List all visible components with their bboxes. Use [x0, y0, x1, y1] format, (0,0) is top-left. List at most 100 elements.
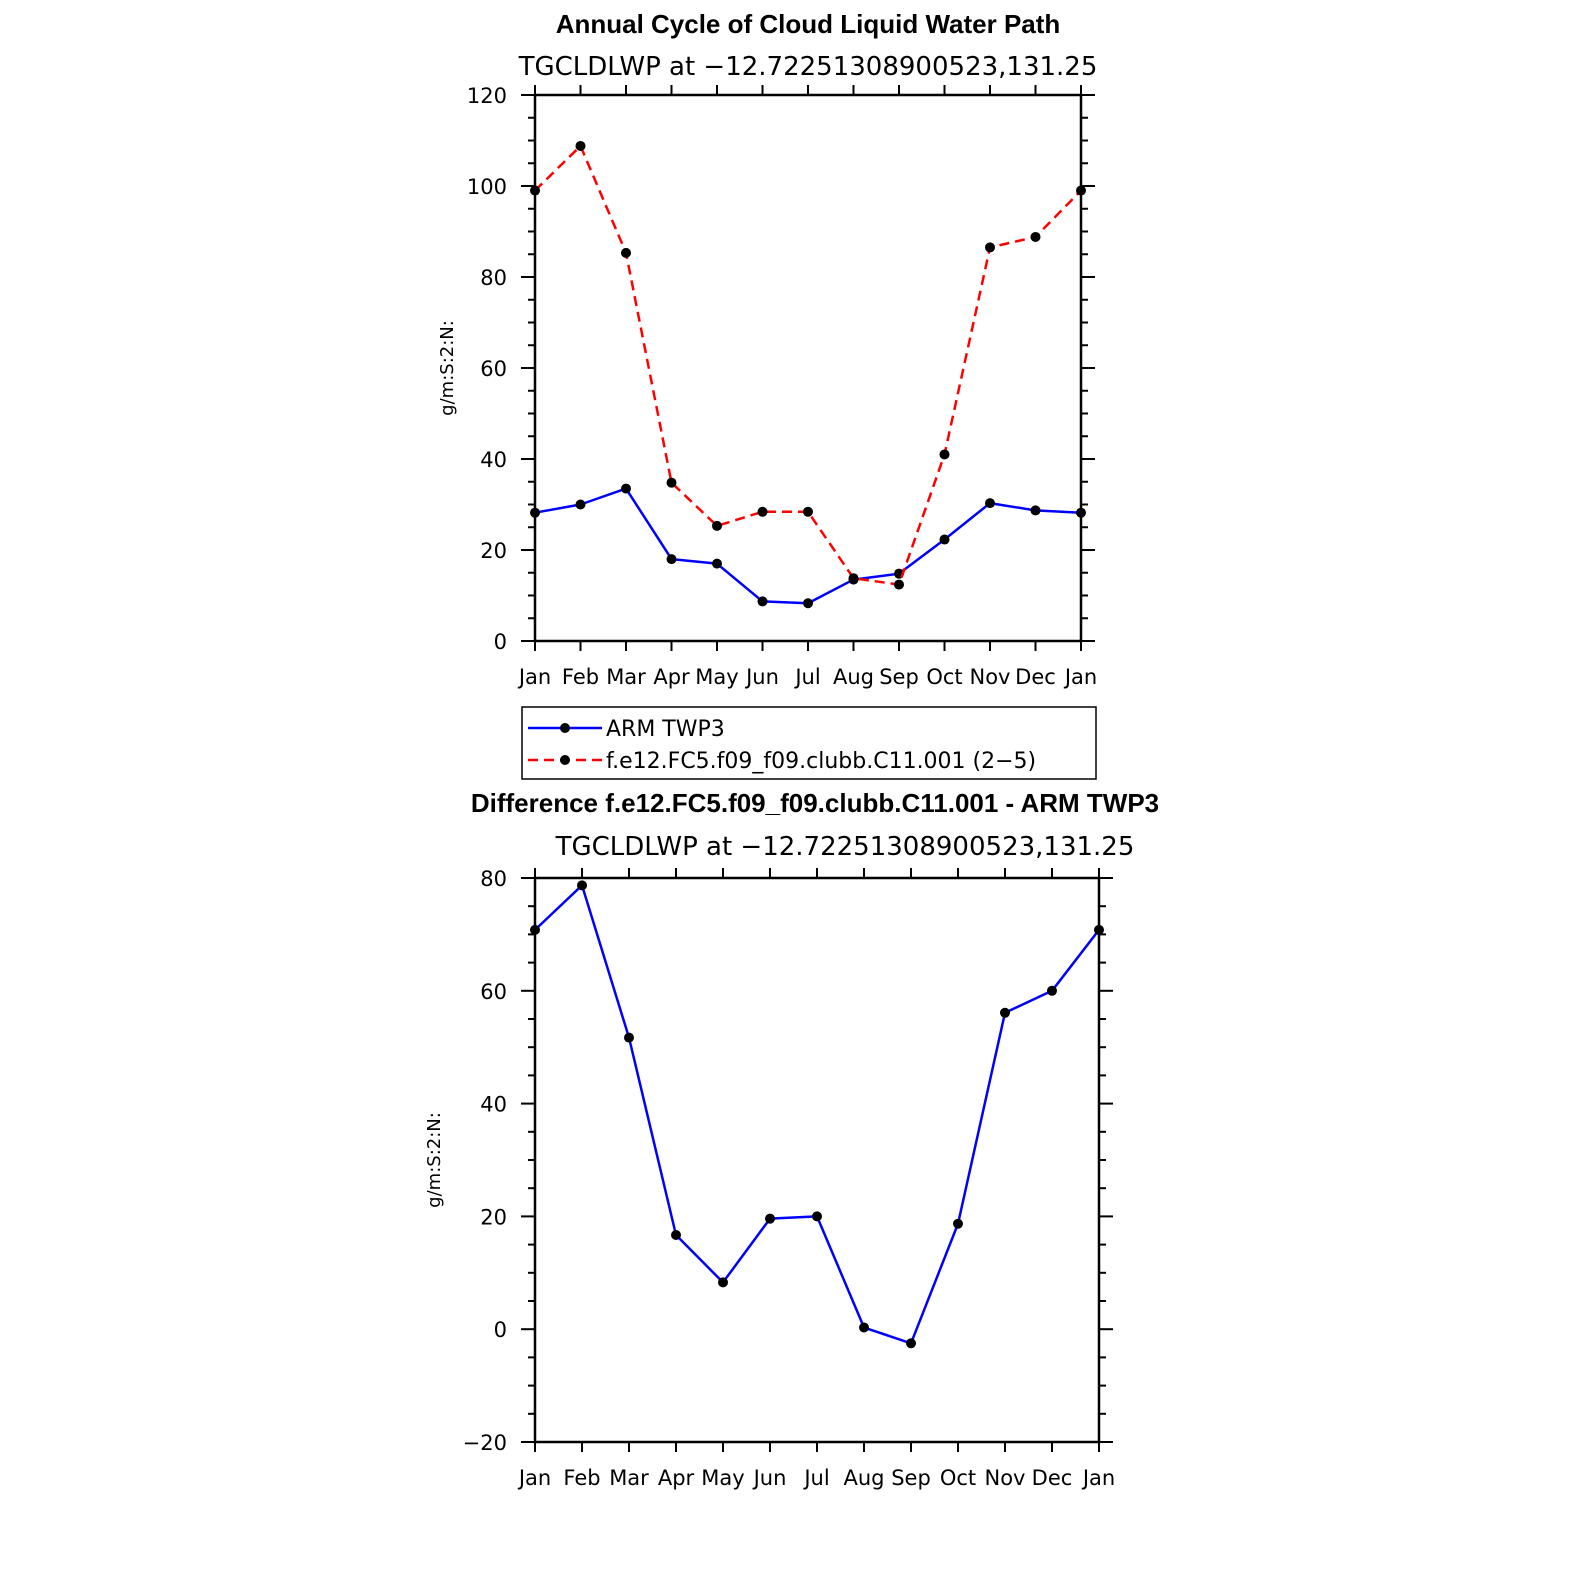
data-point: [757, 506, 768, 517]
x-tick-label: Nov: [985, 1466, 1026, 1490]
x-tick-label: Jul: [793, 665, 820, 689]
chart-subtitle: TGCLDLWP at −12.72251308900523,131.25: [518, 52, 1098, 82]
axis-ticks: [521, 85, 1095, 651]
y-tick-labels: 0 20 40 60 80 100 120: [467, 84, 507, 654]
x-tick-label: Jan: [517, 665, 551, 689]
data-point: [1094, 924, 1104, 935]
data-point: [1076, 185, 1086, 196]
data-point: [666, 554, 677, 565]
x-tick-label: Oct: [940, 1466, 976, 1490]
y-tick-label: −20: [463, 1431, 507, 1455]
data-point: [1000, 1007, 1010, 1018]
x-tick-label: Jun: [744, 665, 779, 689]
data-point: [1030, 231, 1041, 242]
annual-cycle-chart: Annual Cycle of Cloud Liquid Water Path …: [437, 9, 1098, 780]
y-tick-label: 60: [480, 357, 507, 381]
data-point: [985, 498, 995, 509]
x-tick-label: Oct: [926, 665, 962, 689]
x-tick-label: Sep: [879, 665, 919, 689]
y-axis-label: g/m:S:2:N:: [424, 1112, 445, 1208]
x-tick-label: Mar: [606, 665, 646, 689]
x-tick-label: Apr: [653, 665, 690, 689]
data-point: [624, 1032, 634, 1043]
series-layer: [530, 140, 1086, 609]
plot-frame: [533, 93, 1083, 643]
x-tick-label: Mar: [609, 1466, 649, 1490]
x-tick-label: Jul: [802, 1466, 829, 1490]
data-point: [812, 1211, 822, 1222]
y-tick-label: 80: [480, 867, 507, 891]
chart-title: Difference f.e12.FC5.f09_f09.clubb.C11.0…: [471, 788, 1159, 818]
x-tick-label: Jan: [1081, 1466, 1115, 1490]
chart-subtitle: TGCLDLWP at −12.72251308900523,131.25: [555, 832, 1135, 862]
y-tick-label: 0: [494, 630, 507, 654]
y-tick-label: 120: [467, 84, 507, 108]
data-point: [621, 483, 631, 494]
x-tick-label: May: [695, 665, 738, 689]
chart-title: Annual Cycle of Cloud Liquid Water Path: [556, 9, 1061, 39]
data-point: [1076, 507, 1086, 518]
data-point: [803, 506, 813, 517]
data-point: [530, 185, 540, 196]
x-tick-label: Jun: [752, 1466, 787, 1490]
x-tick-label: Aug: [833, 665, 874, 689]
data-point: [985, 242, 995, 253]
data-point: [906, 1338, 916, 1349]
legend-marker-arm: [560, 723, 570, 733]
axis-ticks: [521, 868, 1113, 1452]
series-line: [534, 144, 1082, 586]
y-tick-label: 80: [480, 266, 507, 290]
y-tick-label: 60: [480, 980, 507, 1004]
data-point: [575, 499, 586, 510]
data-point: [666, 477, 677, 488]
data-point: [803, 598, 813, 609]
data-point: [577, 880, 587, 891]
data-point: [530, 507, 540, 518]
y-tick-label: 40: [480, 448, 507, 472]
y-tick-label: 0: [494, 1318, 507, 1342]
y-tick-label: 20: [480, 539, 507, 563]
x-tick-label: Jan: [517, 1466, 551, 1490]
data-point: [712, 520, 722, 531]
data-point: [757, 596, 768, 607]
data-point: [575, 140, 586, 151]
y-axis-label: g/m:S:2:N:: [437, 320, 458, 416]
difference-chart: Difference f.e12.FC5.f09_f09.clubb.C11.0…: [424, 788, 1159, 1490]
data-point: [621, 247, 631, 258]
y-tick-label: 100: [467, 175, 507, 199]
data-point: [859, 1322, 869, 1333]
legend-label-model: f.e12.FC5.f09_f09.clubb.C11.001 (2−5): [606, 749, 1036, 774]
legend: ARM TWP3 f.e12.FC5.f09_f09.clubb.C11.001…: [521, 706, 1097, 780]
data-point: [939, 449, 950, 460]
x-tick-label: Sep: [891, 1466, 931, 1490]
x-tick-labels: Jan Feb Mar Apr May Jun Jul Aug Sep Oct Nov Dec Jan: [517, 1466, 1115, 1490]
data-point: [530, 924, 540, 935]
legend-marker-model: [560, 755, 570, 765]
series-layer: [530, 880, 1104, 1349]
x-tick-label: May: [701, 1466, 744, 1490]
y-tick-label: 40: [480, 1093, 507, 1117]
y-tick-labels: −20 0 20 40 60 80: [463, 867, 507, 1455]
x-tick-label: Feb: [562, 665, 599, 689]
data-point: [894, 579, 904, 590]
y-tick-label: 20: [480, 1205, 507, 1229]
series-line: [534, 884, 1100, 1345]
x-tick-label: Dec: [1015, 665, 1056, 689]
data-point: [939, 534, 950, 545]
x-tick-label: Aug: [843, 1466, 884, 1490]
data-point: [712, 558, 722, 569]
x-tick-label: Dec: [1032, 1466, 1073, 1490]
data-point: [953, 1218, 963, 1229]
data-point: [848, 573, 859, 584]
x-tick-label: Jan: [1063, 665, 1097, 689]
series-line: [534, 487, 1082, 605]
x-tick-labels: Jan Feb Mar Apr May Jun Jul Aug Sep Oct Nov Dec Jan: [517, 665, 1097, 689]
data-point: [765, 1213, 775, 1224]
data-point: [1030, 505, 1041, 516]
data-point: [1047, 985, 1057, 996]
x-tick-label: Apr: [658, 1466, 695, 1490]
data-point: [718, 1277, 728, 1288]
x-tick-label: Nov: [970, 665, 1011, 689]
plot-frame: [533, 876, 1101, 1444]
